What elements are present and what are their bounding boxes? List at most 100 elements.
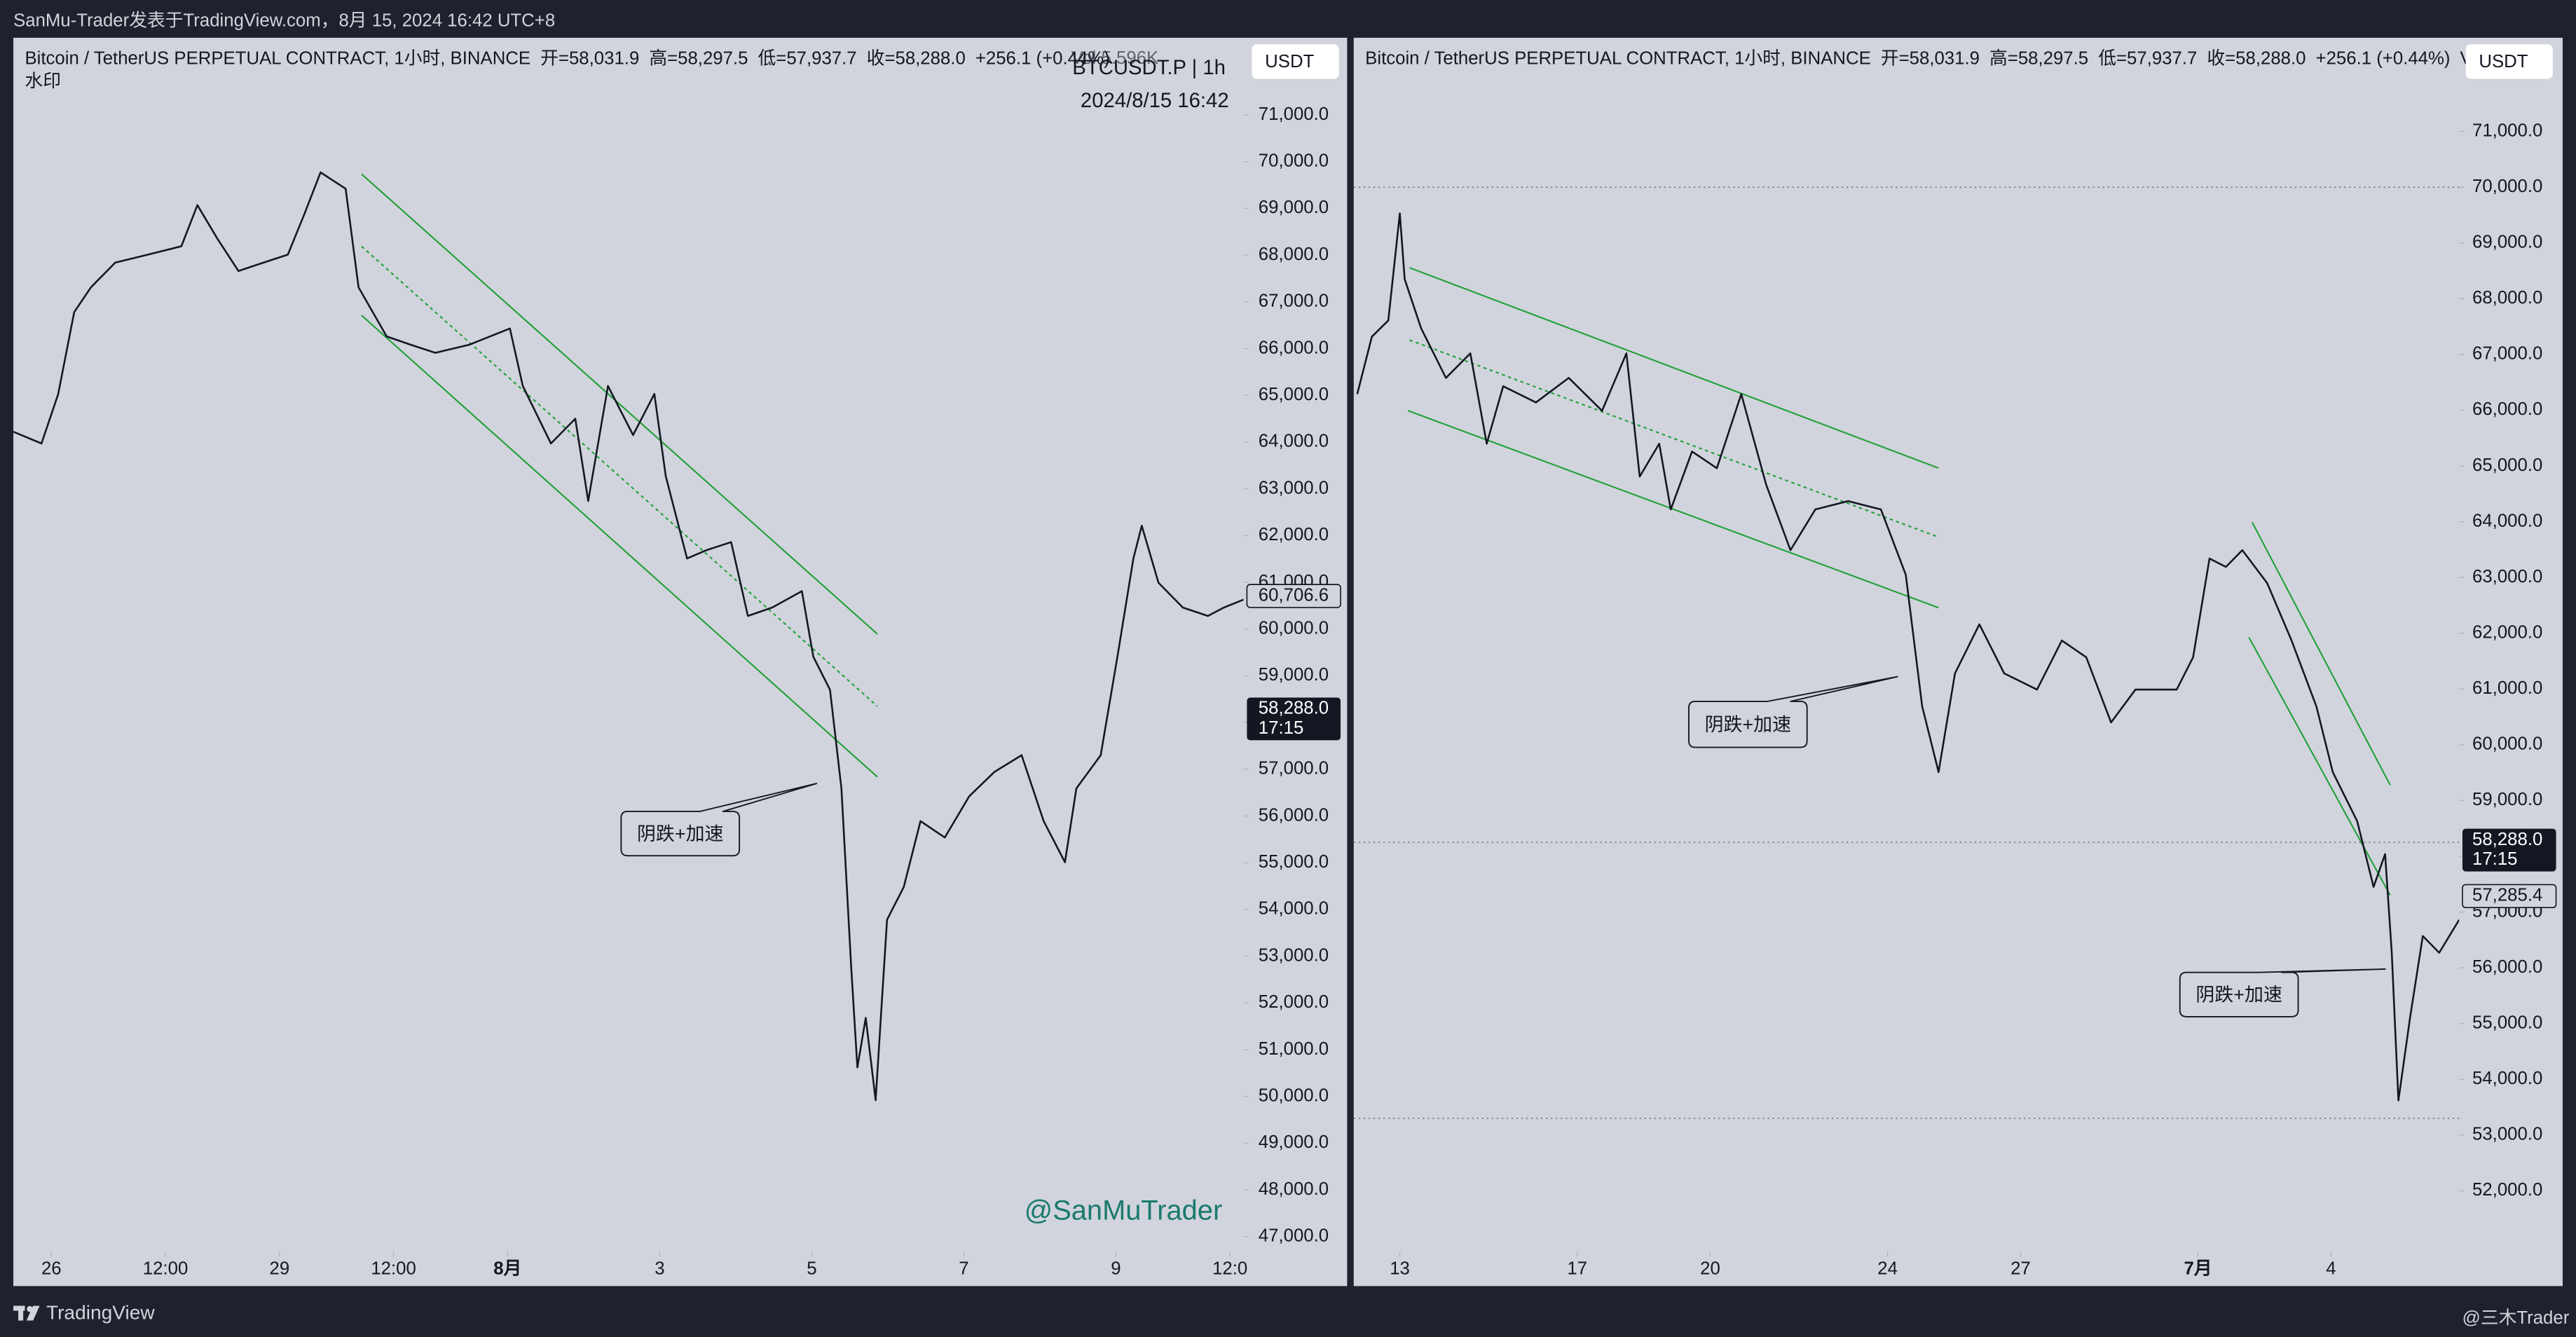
chart-legend: Bitcoin / TetherUS PERPETUAL CONTRACT, 1… <box>1365 48 2500 68</box>
callout-box <box>620 783 818 857</box>
y-tick-label: 63,000.0 <box>2472 567 2542 587</box>
y-tick-label: 55,000.0 <box>1259 852 1329 872</box>
y-tick-label: 60,000.0 <box>1259 618 1329 638</box>
currency-label[interactable]: USDT <box>1265 52 1314 71</box>
top-bar-text: SanMu-Trader发表于TradingView.com，8月 15, 20… <box>13 10 555 30</box>
y-tick-label: 70,000.0 <box>2472 177 2542 196</box>
symbol-title: Bitcoin / TetherUS PERPETUAL CONTRACT, 1… <box>1365 48 1871 68</box>
chart-legend: Bitcoin / TetherUS PERPETUAL CONTRACT, 1… <box>25 48 1109 68</box>
y-tick-label: 67,000.0 <box>1259 292 1329 311</box>
logo-part <box>18 1305 24 1321</box>
y-tick-label: 61,000.0 <box>2472 678 2542 698</box>
callout-box <box>1687 676 1898 748</box>
y-tick-label: 56,000.0 <box>1259 805 1329 825</box>
trend-channels <box>361 173 2391 896</box>
y-tick-label: 54,000.0 <box>1259 899 1329 919</box>
y-tick-label: 49,000.0 <box>1259 1132 1329 1152</box>
countdown: 17:15 <box>2472 849 2517 869</box>
y-tick-label: 59,000.0 <box>1259 665 1329 685</box>
channel-line <box>1407 410 1939 609</box>
ohlc-value: 开=58,031.9 <box>540 48 639 68</box>
y-tick-label: 53,000.0 <box>1259 945 1329 965</box>
y-tick-label: 52,000.0 <box>2472 1180 2542 1200</box>
left-panel <box>13 37 1348 1287</box>
y-tick-label: 50,000.0 <box>1259 1085 1329 1105</box>
y-tick-label: 47,000.0 <box>1259 1226 1329 1246</box>
timestamp: 2024/8/15 16:42 <box>1081 89 1229 112</box>
x-tick-label: 3 <box>655 1259 664 1279</box>
ohlc-value: +256.1 (+0.44%) <box>975 48 1110 68</box>
y-tick-label: 68,000.0 <box>2472 288 2542 308</box>
callout-box <box>2179 968 2386 1017</box>
y-tick-label: 68,000.0 <box>1259 245 1329 264</box>
y-tick-label: 62,000.0 <box>2472 623 2542 643</box>
y-tick-label: 69,000.0 <box>2472 233 2542 252</box>
y-tick-label: 67,000.0 <box>2472 344 2542 364</box>
x-tick-label: 27 <box>2010 1259 2031 1279</box>
countdown: 17:15 <box>1259 718 1303 738</box>
last-price-box <box>2462 828 2556 872</box>
x-tick-label: 12:00 <box>143 1259 188 1279</box>
watermark: @SanMuTrader <box>1025 1195 1222 1226</box>
x-tick-label: 20 <box>1700 1259 1720 1279</box>
ohlc-value: 开=58,031.9 <box>1881 48 1980 68</box>
ohlc-value: 低=57,937.7 <box>758 48 857 68</box>
last-price-box <box>1247 697 1341 741</box>
x-tick-label: 7 <box>959 1259 968 1279</box>
x-tick-label: 17 <box>1567 1259 1587 1279</box>
y-tick-label: 51,000.0 <box>1259 1039 1329 1059</box>
x-tick-label: 4 <box>2326 1259 2336 1279</box>
ohlc-value: 收=58,288.0 <box>867 48 966 68</box>
y-tick-label: 64,000.0 <box>1259 432 1329 451</box>
y-tick-label: 56,000.0 <box>2472 957 2542 977</box>
brand-logo <box>13 1305 40 1321</box>
x-tick-label: 7月 <box>2184 1259 2212 1279</box>
currency-button[interactable] <box>1252 44 1339 79</box>
price-label: 57,285.4 <box>2472 886 2542 905</box>
y-tick-label: 62,000.0 <box>1259 525 1329 544</box>
y-tick-label: 63,000.0 <box>1259 478 1329 498</box>
x-tick-label: 13 <box>1390 1259 1410 1279</box>
y-tick-label: 59,000.0 <box>2472 790 2542 809</box>
channel-line <box>1409 267 1939 469</box>
y-tick-label: 65,000.0 <box>1259 385 1329 404</box>
x-tick-label: 12:0 <box>1212 1259 1247 1279</box>
x-tick-label: 9 <box>1111 1259 1121 1279</box>
y-tick-label: 65,000.0 <box>2472 455 2542 475</box>
ohlc-value: 收=58,288.0 <box>2207 48 2306 68</box>
channel-line <box>2251 521 2391 786</box>
channel-line <box>361 173 878 635</box>
price-label-box <box>2462 884 2557 909</box>
y-tick-label: 53,000.0 <box>2472 1125 2542 1144</box>
x-tick-label: 26 <box>41 1259 62 1279</box>
y-tick-label: 54,000.0 <box>2472 1069 2542 1088</box>
volume-label: Vol 5.596K <box>1071 48 1159 68</box>
subtitle: 水印 <box>25 71 61 91</box>
last-price-label: 58,288.0 <box>2472 830 2542 849</box>
price-line <box>1356 212 2460 1102</box>
channel-mid <box>1409 339 1939 538</box>
x-tick-label: 29 <box>270 1259 290 1279</box>
callout-text: 阴跌+加速 <box>637 823 723 844</box>
y-tick-label: 60,000.0 <box>2472 734 2542 754</box>
credit: @三木Trader <box>2462 1308 2570 1328</box>
y-tick-label: 48,000.0 <box>1259 1179 1329 1199</box>
y-tick-label: 55,000.0 <box>2472 1013 2542 1032</box>
price-line <box>13 171 1244 1102</box>
brand: TradingView <box>46 1302 155 1324</box>
currency-button[interactable] <box>2465 44 2553 79</box>
ohlc-value: 高=58,297.5 <box>1989 48 2088 68</box>
y-tick-label: 64,000.0 <box>2472 511 2542 530</box>
x-tick-label: 5 <box>807 1259 816 1279</box>
currency-label[interactable]: USDT <box>2479 52 2528 71</box>
x-tick-label: 12:00 <box>371 1259 416 1279</box>
y-tick-label: 71,000.0 <box>2472 121 2542 140</box>
channel-line <box>2248 636 2391 896</box>
price-label: 60,706.6 <box>1259 585 1329 605</box>
right-panel <box>1353 37 2563 1287</box>
symbol-title: Bitcoin / TetherUS PERPETUAL CONTRACT, 1… <box>25 48 530 68</box>
channel-line <box>361 315 878 778</box>
y-tick-label: 57,000.0 <box>1259 759 1329 779</box>
